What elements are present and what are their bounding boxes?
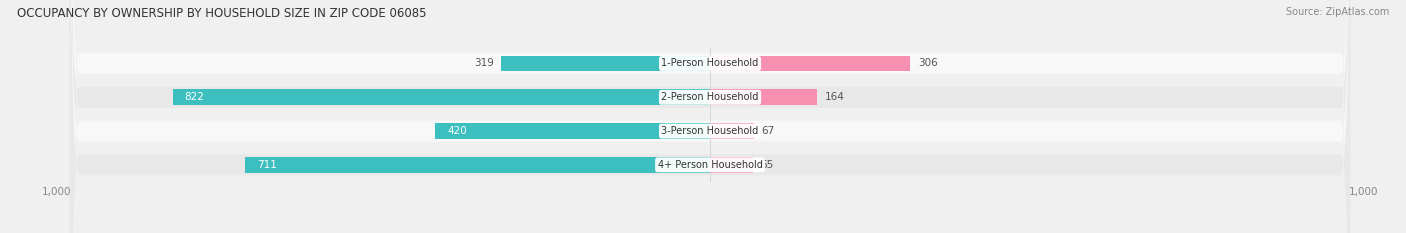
- Text: 2-Person Household: 2-Person Household: [661, 92, 759, 102]
- Text: 164: 164: [825, 92, 845, 102]
- Text: 4+ Person Household: 4+ Person Household: [658, 160, 762, 170]
- Bar: [245, 157, 710, 173]
- Text: 3-Person Household: 3-Person Household: [661, 126, 759, 136]
- Text: 420: 420: [447, 126, 467, 136]
- Bar: [173, 89, 710, 105]
- Text: 1-Person Household: 1-Person Household: [661, 58, 759, 69]
- FancyBboxPatch shape: [69, 0, 1351, 233]
- Text: 306: 306: [918, 58, 938, 69]
- Text: 711: 711: [257, 160, 277, 170]
- FancyBboxPatch shape: [69, 0, 1351, 233]
- Text: 65: 65: [761, 160, 773, 170]
- Text: Source: ZipAtlas.com: Source: ZipAtlas.com: [1285, 7, 1389, 17]
- Bar: [710, 123, 754, 139]
- Bar: [710, 89, 817, 105]
- Bar: [436, 123, 710, 139]
- Text: 67: 67: [762, 126, 775, 136]
- Bar: [710, 56, 910, 71]
- Bar: [502, 56, 710, 71]
- Bar: [710, 157, 752, 173]
- Text: 319: 319: [474, 58, 494, 69]
- FancyBboxPatch shape: [69, 0, 1351, 233]
- Text: OCCUPANCY BY OWNERSHIP BY HOUSEHOLD SIZE IN ZIP CODE 06085: OCCUPANCY BY OWNERSHIP BY HOUSEHOLD SIZE…: [17, 7, 426, 20]
- FancyBboxPatch shape: [69, 0, 1351, 233]
- Text: 822: 822: [184, 92, 204, 102]
